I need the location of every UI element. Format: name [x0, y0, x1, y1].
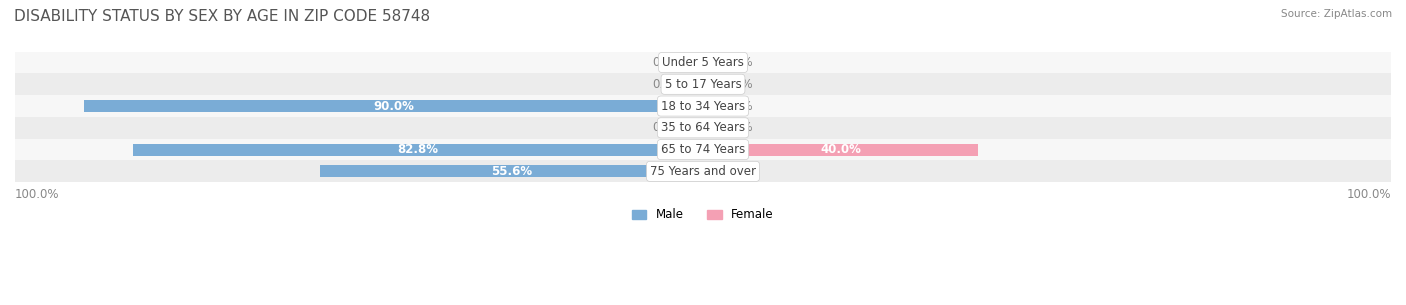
Text: 100.0%: 100.0% [1347, 188, 1391, 201]
Text: 100.0%: 100.0% [15, 188, 59, 201]
Text: 5 to 17 Years: 5 to 17 Years [665, 78, 741, 91]
Text: 82.8%: 82.8% [398, 143, 439, 156]
Text: 0.0%: 0.0% [652, 78, 682, 91]
Bar [703, 165, 717, 178]
Text: 0.0%: 0.0% [652, 56, 682, 69]
Bar [703, 100, 717, 112]
Text: Under 5 Years: Under 5 Years [662, 56, 744, 69]
Text: 0.0%: 0.0% [724, 56, 754, 69]
Text: DISABILITY STATUS BY SEX BY AGE IN ZIP CODE 58748: DISABILITY STATUS BY SEX BY AGE IN ZIP C… [14, 9, 430, 24]
Bar [703, 122, 717, 134]
Legend: Male, Female: Male, Female [627, 203, 779, 226]
Text: 90.0%: 90.0% [373, 99, 413, 113]
Text: 0.0%: 0.0% [724, 121, 754, 134]
Bar [15, 52, 1391, 74]
Text: 40.0%: 40.0% [820, 143, 860, 156]
Bar [15, 117, 1391, 139]
Text: 65 to 74 Years: 65 to 74 Years [661, 143, 745, 156]
Bar [15, 74, 1391, 95]
Text: 0.0%: 0.0% [652, 121, 682, 134]
Bar [703, 56, 717, 69]
Bar [689, 122, 703, 134]
Text: 0.0%: 0.0% [724, 99, 754, 113]
Bar [84, 100, 703, 112]
Text: 0.0%: 0.0% [724, 78, 754, 91]
Bar [15, 95, 1391, 117]
Bar [689, 78, 703, 90]
Bar [134, 144, 703, 156]
Text: 18 to 34 Years: 18 to 34 Years [661, 99, 745, 113]
Bar [15, 139, 1391, 160]
Text: 75 Years and over: 75 Years and over [650, 165, 756, 178]
Bar [321, 165, 703, 178]
Text: Source: ZipAtlas.com: Source: ZipAtlas.com [1281, 9, 1392, 19]
Bar [689, 56, 703, 69]
Bar [703, 144, 979, 156]
Text: 0.0%: 0.0% [724, 165, 754, 178]
Bar [15, 160, 1391, 182]
Bar [703, 78, 717, 90]
Text: 35 to 64 Years: 35 to 64 Years [661, 121, 745, 134]
Text: 55.6%: 55.6% [491, 165, 533, 178]
